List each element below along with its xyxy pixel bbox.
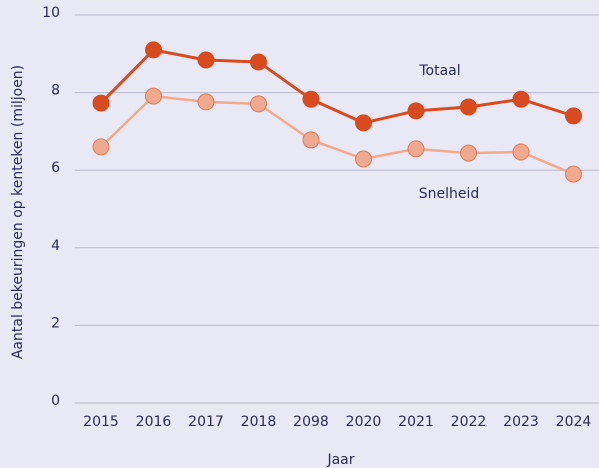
x-tick-label: 2022 xyxy=(451,414,487,430)
point xyxy=(197,51,215,69)
point xyxy=(250,95,267,113)
point xyxy=(250,53,267,71)
series-line xyxy=(100,94,574,176)
y-tick-label: 8 xyxy=(51,83,60,99)
series-line xyxy=(99,48,574,125)
point xyxy=(92,138,110,156)
series-label: Snelheid xyxy=(419,186,480,202)
point xyxy=(302,90,320,108)
point xyxy=(460,98,477,116)
x-tick-label: 2098 xyxy=(293,414,329,430)
point xyxy=(92,94,110,112)
series-label: Totaal xyxy=(418,63,460,79)
point xyxy=(460,144,477,162)
point xyxy=(355,114,372,132)
point xyxy=(197,93,215,111)
point xyxy=(145,87,162,105)
x-tick-label: 2017 xyxy=(188,414,224,430)
point xyxy=(407,140,425,158)
x-tick-label: 2023 xyxy=(503,414,539,430)
y-tick-label: 10 xyxy=(42,5,60,21)
x-tick-label: 2016 xyxy=(136,414,172,430)
y-tick-label: 0 xyxy=(51,393,60,409)
y-axis-label: Aantal bekeuringen op kenteken (miljoen) xyxy=(10,65,26,359)
y-tick-label: 2 xyxy=(51,315,60,331)
point xyxy=(355,150,372,168)
point xyxy=(302,131,320,149)
x-axis-label: Jaar xyxy=(326,452,354,468)
y-tick-label: 4 xyxy=(51,238,60,254)
x-tick-label: 2024 xyxy=(556,414,592,430)
x-tick-label: 2021 xyxy=(398,414,434,430)
point xyxy=(407,102,425,120)
point xyxy=(565,165,582,183)
point xyxy=(512,90,530,108)
x-tick-label: 2020 xyxy=(346,414,382,430)
x-tick-label: 2015 xyxy=(83,414,119,430)
x-tick-label: 2018 xyxy=(241,414,277,430)
y-tick-label: 6 xyxy=(51,160,60,176)
point xyxy=(512,143,530,161)
point xyxy=(145,41,162,59)
point xyxy=(565,107,582,125)
